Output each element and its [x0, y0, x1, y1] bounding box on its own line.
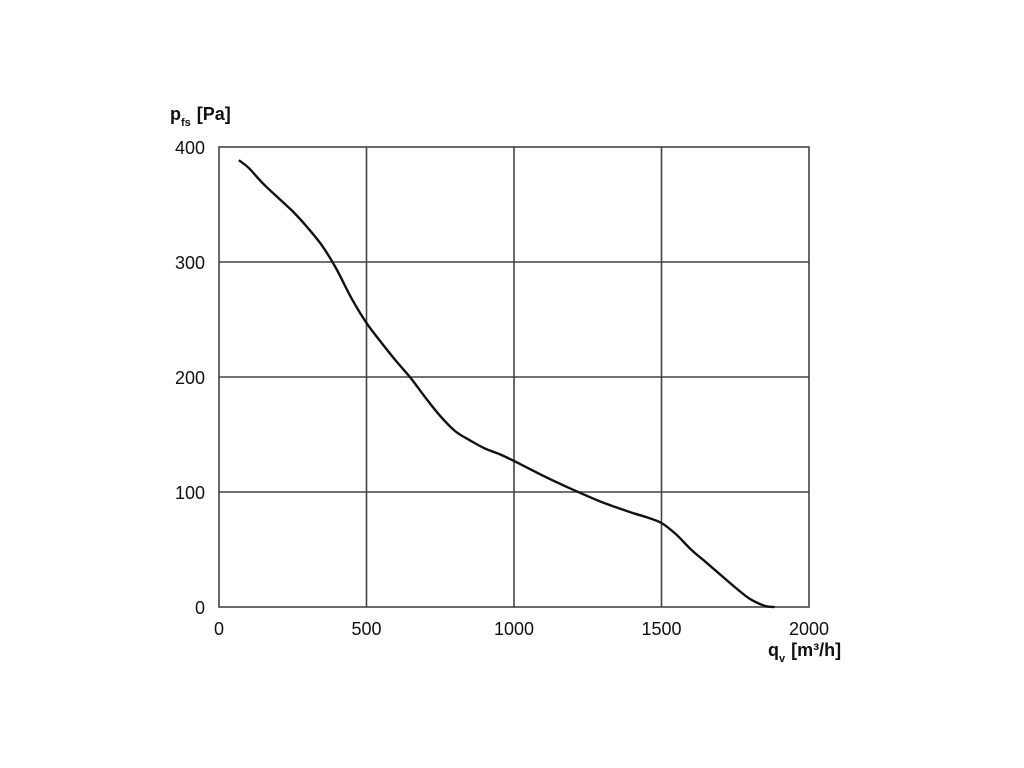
x-axis-title-unit: [m³/h] [791, 640, 841, 660]
x-tick-label: 1000 [494, 619, 534, 639]
y-tick-label: 200 [175, 368, 205, 388]
x-tick-label: 1500 [641, 619, 681, 639]
series-line-0 [238, 159, 775, 609]
y-tick-label: 400 [175, 138, 205, 158]
x-tick-labels: 0 500 1000 1500 2000 [214, 619, 829, 639]
series-layer [238, 159, 775, 609]
plot-frame [218, 146, 810, 608]
y-axis-title: pfs [Pa] [170, 104, 231, 129]
y-axis-title-main: p [170, 104, 181, 124]
y-axis-title-subscript: fs [181, 117, 191, 129]
x-tick-label: 0 [214, 619, 224, 639]
x-axis-title-subscript: v [779, 653, 786, 665]
y-tick-label: 300 [175, 253, 205, 273]
x-axis-title-main: q [768, 640, 779, 660]
x-tick-label: 2000 [789, 619, 829, 639]
grid [219, 147, 809, 607]
y-tick-label: 0 [195, 598, 205, 618]
y-tick-labels: 0 100 200 300 400 [175, 138, 205, 618]
x-tick-label: 500 [351, 619, 381, 639]
x-axis-title: qv [m³/h] [768, 640, 841, 665]
y-tick-label: 100 [175, 483, 205, 503]
y-axis-title-unit: [Pa] [197, 104, 231, 124]
